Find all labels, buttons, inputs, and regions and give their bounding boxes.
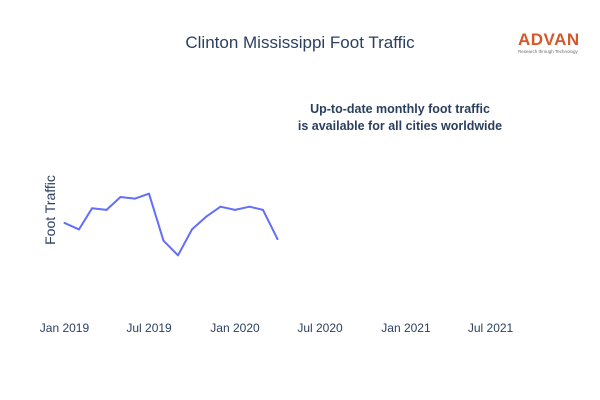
data-point: [63, 221, 66, 224]
data-point: [148, 192, 151, 195]
series-line: [64, 192, 279, 257]
data-point: [248, 205, 251, 208]
data-point: [105, 208, 108, 211]
logo-wordmark: ADVAN: [518, 30, 580, 49]
chart-title: Clinton Mississippi Foot Traffic: [185, 33, 415, 52]
data-point: [219, 205, 222, 208]
data-point: [276, 238, 279, 241]
data-point: [191, 228, 194, 231]
promo-annotation: Up-to-date monthly foot traffic is avail…: [250, 101, 550, 135]
data-point: [177, 254, 180, 257]
logo-tagline: Research through Technology: [518, 49, 578, 54]
data-point: [77, 228, 80, 231]
x-tick-label: Jan 2021: [381, 321, 431, 335]
data-point: [205, 215, 208, 218]
data-point: [162, 239, 165, 242]
x-tick-label: Jan 2020: [210, 321, 260, 335]
series-layer: [63, 192, 279, 257]
data-point: [91, 207, 94, 210]
x-tick-label: Jul 2020: [297, 321, 343, 335]
data-point: [134, 197, 137, 200]
data-point: [233, 208, 236, 211]
x-tick-label: Jan 2019: [40, 321, 90, 335]
advan-logo: ADVAN Research through Technology: [518, 30, 588, 55]
data-point: [119, 195, 122, 198]
x-axis-ticks: Jan 2019 Jul 2019 Jan 2020 Jul 2020 Jan 2021…: [40, 321, 514, 335]
x-tick-label: Jul 2021: [468, 321, 514, 335]
annotation-line-1: Up-to-date monthly foot traffic: [310, 102, 490, 116]
x-tick-label: Jul 2019: [126, 321, 172, 335]
data-point: [262, 208, 265, 211]
annotation-line-2: is available for all cities worldwide: [297, 119, 503, 133]
